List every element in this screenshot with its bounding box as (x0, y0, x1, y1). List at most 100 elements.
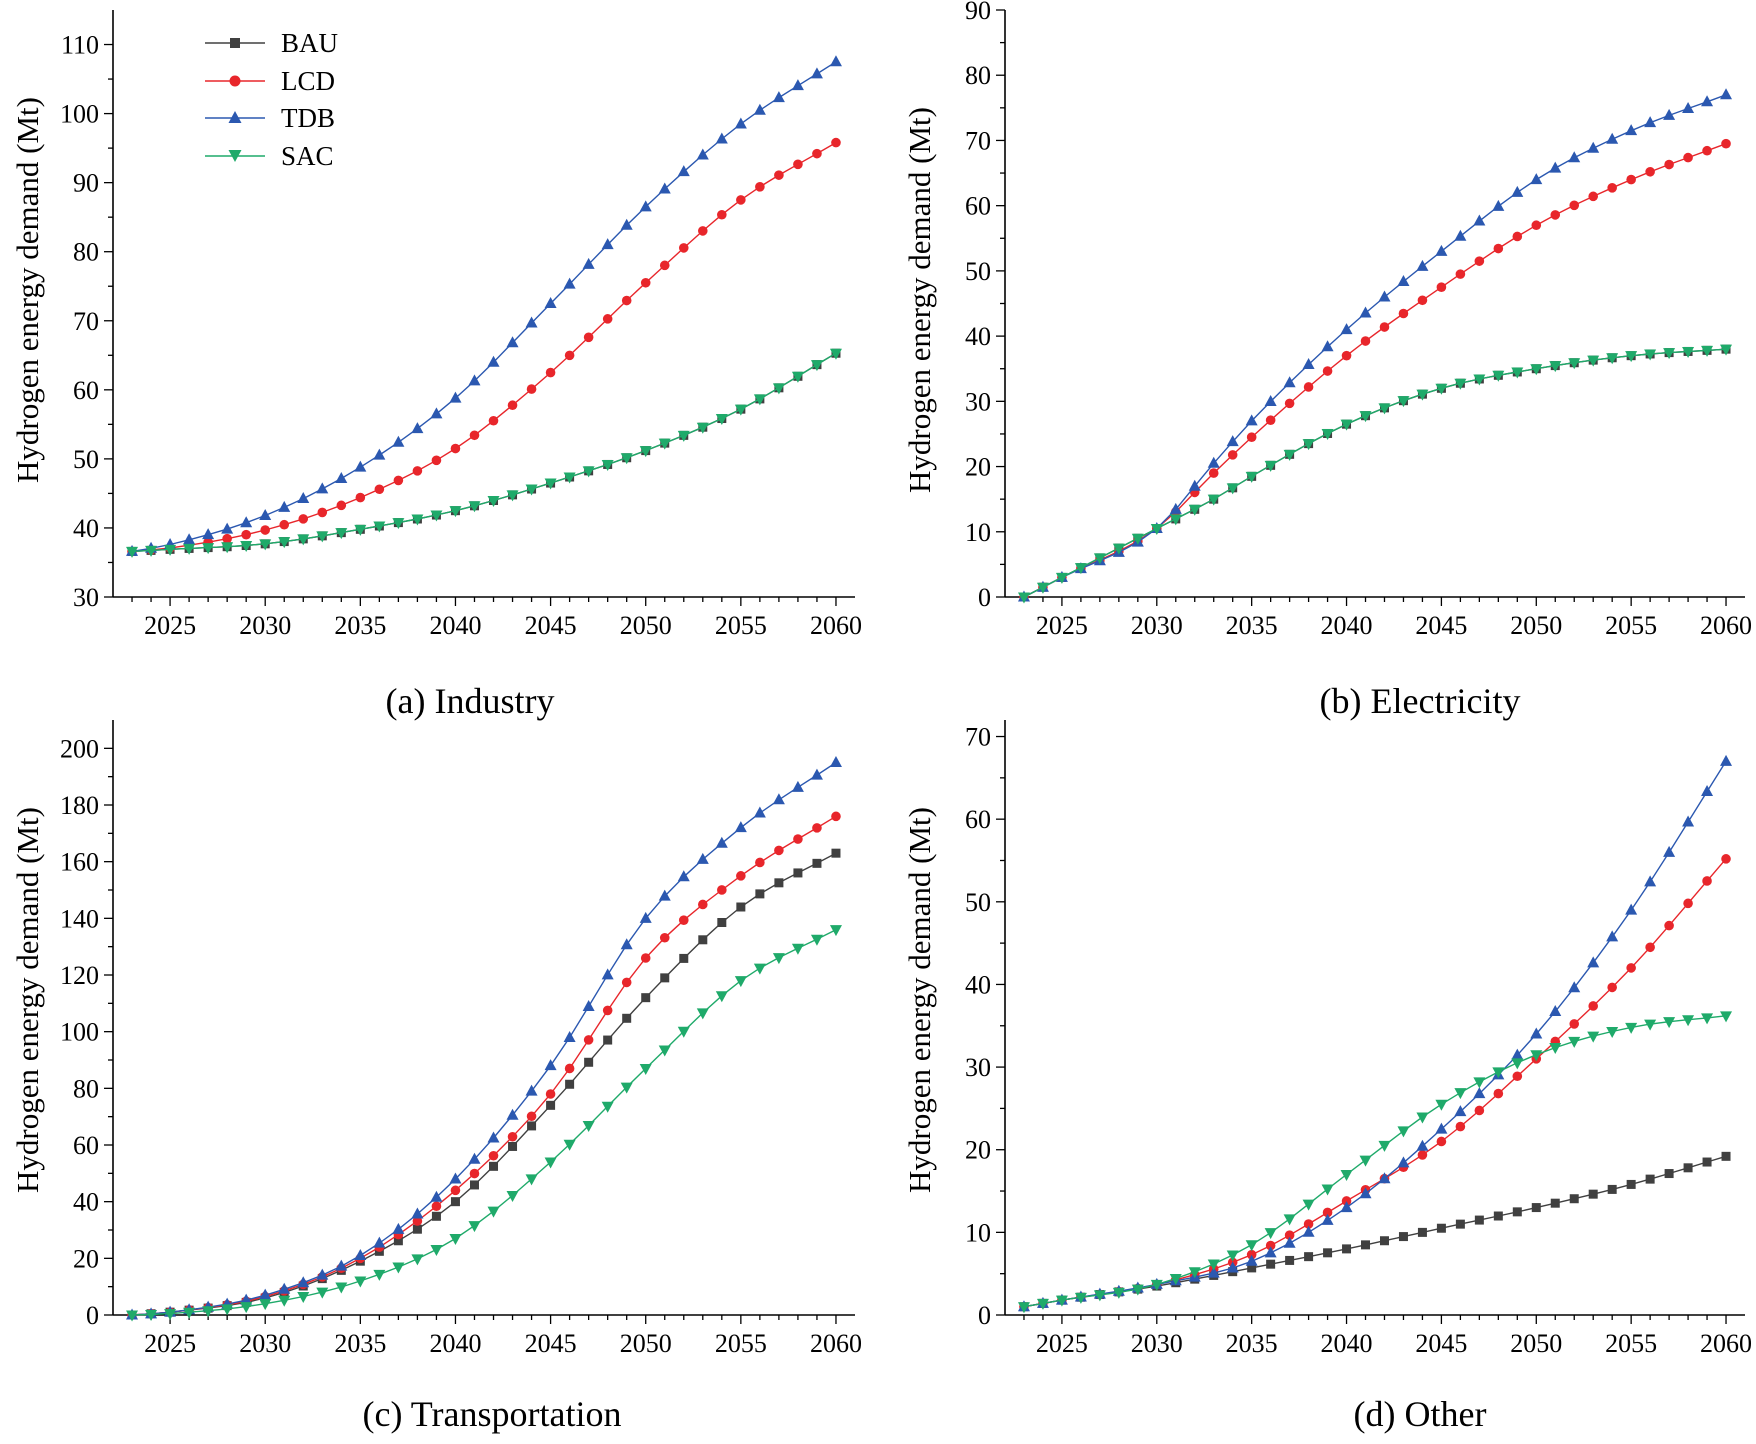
data-point (772, 91, 785, 103)
y-tick-label: 0 (86, 1301, 99, 1330)
y-tick-label: 20 (73, 1244, 99, 1273)
data-point (1702, 876, 1712, 886)
panel-caption: (d) Other (1354, 1394, 1487, 1434)
series-line (131, 352, 837, 553)
data-point (1227, 450, 1238, 460)
data-point (563, 472, 576, 484)
data-point (1550, 1198, 1560, 1208)
data-point (1169, 514, 1182, 526)
data-point (1607, 1184, 1617, 1194)
data-point (1474, 1215, 1484, 1225)
series-line (131, 61, 837, 553)
data-point (812, 148, 822, 159)
data-point (506, 1190, 519, 1202)
data-point (1625, 351, 1638, 363)
y-axis-title: Hydrogen energy demand (Mt) (902, 807, 937, 1193)
data-point (487, 1131, 500, 1143)
x-tick-label: 2040 (1321, 611, 1373, 640)
data-point (316, 531, 329, 543)
data-point (1359, 306, 1372, 318)
data-point (1569, 1019, 1580, 1029)
data-point (468, 374, 481, 386)
x-tick-label: 2025 (144, 611, 196, 640)
data-point (621, 977, 632, 988)
y-tick-label: 120 (60, 961, 99, 990)
data-point (506, 1108, 519, 1120)
data-point (1264, 394, 1277, 406)
data-point (430, 1244, 443, 1256)
data-point (1664, 920, 1674, 931)
data-point (373, 1236, 386, 1248)
panel-electricity: Hydrogen energy demand (Mt) (b) Electric… (902, 0, 1752, 721)
data-point (1663, 108, 1676, 120)
data-point (791, 371, 804, 383)
x-tick-label: 2045 (1415, 611, 1467, 640)
data-point (431, 1211, 441, 1221)
data-point (583, 1035, 594, 1045)
data-point (582, 999, 595, 1011)
x-tick-label: 2045 (525, 1329, 577, 1358)
data-point (164, 1309, 177, 1321)
data-point (564, 350, 575, 361)
y-tick-label: 80 (73, 238, 99, 267)
data-point (1682, 346, 1695, 358)
data-point (1492, 1067, 1505, 1079)
y-tick-label: 70 (965, 126, 991, 155)
data-point (450, 443, 461, 454)
y-tick-label: 50 (73, 445, 99, 474)
series-sac (1017, 344, 1733, 604)
data-point (715, 991, 728, 1003)
data-point (774, 878, 784, 888)
data-point (774, 170, 784, 180)
data-point (1569, 1194, 1579, 1204)
data-point (240, 541, 253, 553)
legend-label: TDB (281, 103, 335, 133)
y-tick-label: 10 (965, 518, 991, 547)
data-point (1473, 374, 1486, 386)
data-point (1549, 1043, 1562, 1055)
data-point (565, 1079, 575, 1089)
data-point (506, 336, 519, 348)
data-point (1322, 366, 1333, 376)
data-point (240, 516, 253, 528)
data-point (1511, 1058, 1524, 1070)
x-tick-label: 2055 (1605, 611, 1657, 640)
data-point (1342, 1244, 1352, 1254)
data-point (717, 918, 727, 928)
data-point (392, 435, 405, 447)
data-point (1512, 1071, 1523, 1082)
data-point (1663, 845, 1676, 857)
data-point (1702, 1157, 1712, 1167)
x-tick-label: 2060 (1700, 1329, 1752, 1358)
data-point (810, 360, 823, 372)
x-tick-label: 2060 (810, 611, 862, 640)
series-lcd (127, 811, 841, 1320)
data-point (829, 925, 842, 937)
data-point (1644, 349, 1657, 361)
y-tick-label: 40 (965, 970, 991, 999)
data-point (544, 478, 557, 490)
data-point (1644, 1019, 1657, 1031)
data-point (183, 1307, 196, 1319)
series-tdb (1017, 88, 1733, 602)
data-point (677, 165, 690, 177)
data-point (1701, 95, 1714, 107)
legend-entry-bau: BAU (205, 28, 338, 58)
data-point (1245, 1254, 1258, 1266)
data-point (1606, 353, 1619, 365)
data-point (1569, 200, 1580, 211)
data-point (1455, 1219, 1465, 1229)
data-point (736, 902, 746, 912)
data-point (622, 1013, 632, 1023)
data-point (393, 1236, 403, 1246)
data-point (546, 1100, 556, 1110)
data-point (1322, 1207, 1333, 1218)
data-point (582, 1121, 595, 1133)
y-tick-label: 40 (965, 322, 991, 351)
data-point (1606, 1027, 1619, 1039)
data-point (260, 525, 271, 535)
data-point (164, 544, 177, 556)
data-point (621, 295, 632, 306)
data-point (639, 1064, 652, 1075)
data-point (1511, 185, 1524, 197)
